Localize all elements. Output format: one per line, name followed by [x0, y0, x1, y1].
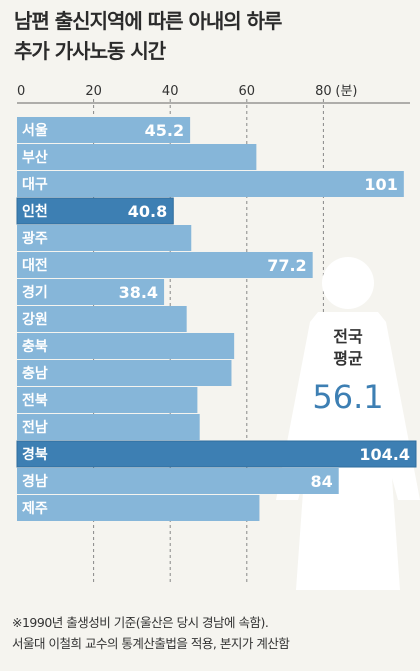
bar: [17, 360, 232, 386]
value-label: 104.4: [359, 445, 410, 464]
category-label: 경기: [22, 284, 48, 301]
bar: [17, 171, 404, 197]
average-figure-head: [322, 257, 374, 309]
category-label: 충북: [22, 339, 48, 355]
bar: [17, 414, 200, 440]
bar: [17, 333, 235, 359]
x-tick-label: 40: [162, 84, 179, 99]
average-label-line-1: 전국: [333, 327, 363, 346]
bar: [17, 117, 191, 143]
bar: [17, 279, 165, 305]
category-label: 대구: [22, 177, 48, 193]
x-tick-label: 80: [315, 84, 332, 99]
bar: [17, 144, 257, 170]
value-label: 45.2: [145, 121, 184, 140]
value-label: 38.4: [119, 283, 158, 302]
category-label: 서울: [22, 122, 48, 139]
average-label-line-2: 평균: [333, 349, 363, 368]
category-label: 제주: [22, 501, 48, 517]
category-label: 경남: [22, 473, 48, 490]
footnote-line-2: 서울대 이철희 교수의 통계산출법을 적용, 본지가 계산함: [12, 636, 290, 651]
chart-title: 남편 출신지역에 따른 아내의 하루 추가 가사노동 시간: [14, 6, 414, 66]
footnote: ※1990년 출생성비 기준(울산은 당시 경남에 속함). 서울대 이철희 교…: [12, 612, 416, 654]
bar: [17, 252, 313, 278]
category-label: 전남: [22, 419, 48, 436]
value-label: 77.2: [267, 256, 306, 275]
bar: [17, 495, 260, 521]
footnote-line-1: ※1990년 출생성비 기준(울산은 당시 경남에 속함).: [12, 615, 269, 630]
bar: [16, 197, 174, 225]
category-label: 인천: [22, 203, 48, 220]
title-line-1: 남편 출신지역에 따른 아내의 하루: [14, 9, 282, 33]
bar: [17, 468, 339, 494]
value-label: 101: [364, 175, 397, 194]
category-label: 충남: [22, 365, 48, 382]
category-label: 부산: [22, 149, 48, 166]
category-label: 광주: [22, 230, 48, 247]
title-line-2: 추가 가사노동 시간: [14, 39, 166, 63]
category-label: 경북: [22, 446, 48, 463]
x-tick-label: 0: [17, 84, 25, 99]
x-tick-label: 60: [239, 84, 256, 99]
value-label: 40.8: [128, 202, 167, 221]
value-label: 84: [310, 472, 332, 491]
bar: [16, 440, 417, 468]
x-tick-label: 20: [85, 84, 102, 99]
bar: [17, 306, 187, 332]
average-value: 56.1: [312, 378, 383, 416]
bar: [17, 225, 192, 251]
category-label: 전북: [22, 392, 48, 409]
category-label: 대전: [22, 257, 48, 274]
bar: [17, 387, 198, 413]
x-axis-unit: (분): [335, 84, 357, 99]
category-label: 강원: [22, 311, 48, 328]
